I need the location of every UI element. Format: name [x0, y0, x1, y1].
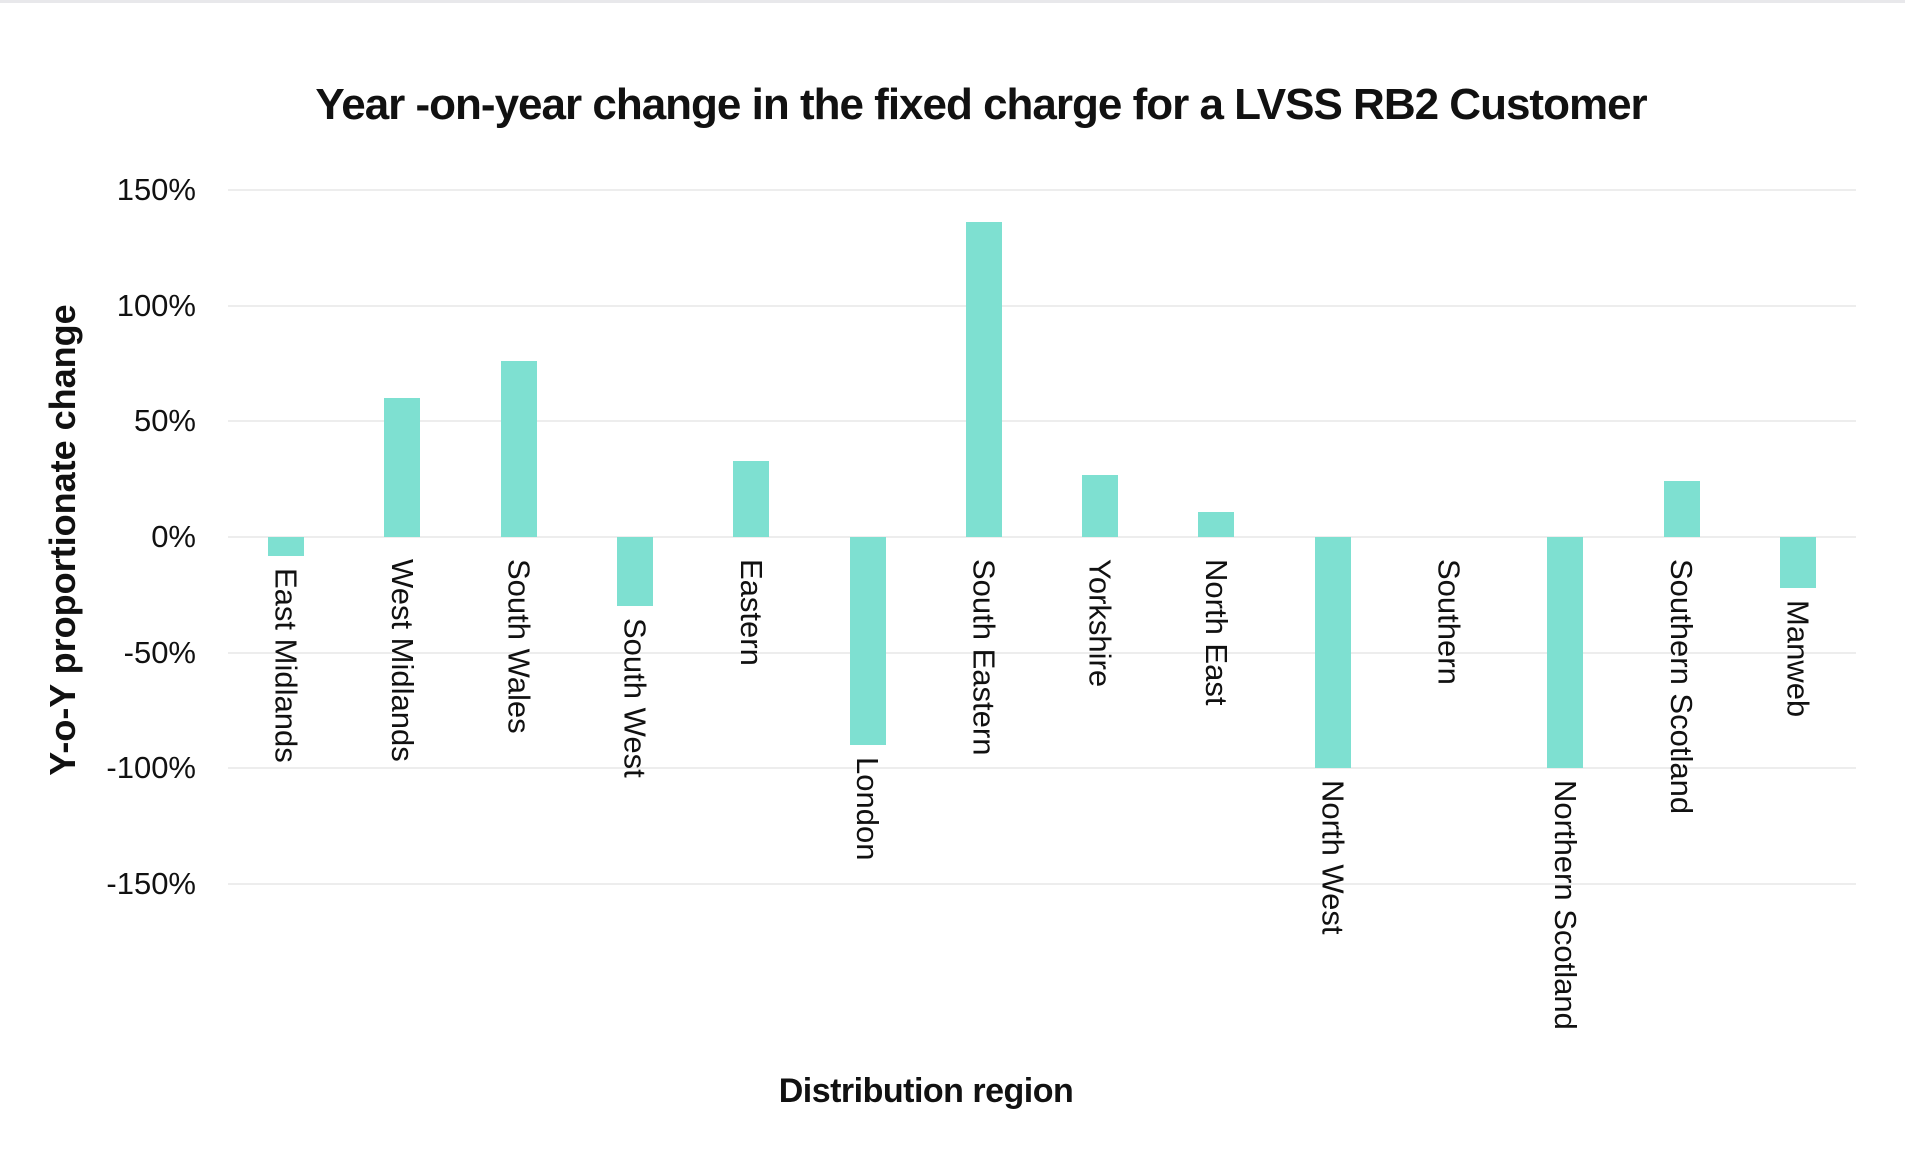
category-label-south-eastern: South Eastern	[966, 559, 1002, 756]
bar-west-midlands	[384, 398, 421, 537]
y-tick-label-50%: 50%	[133, 403, 196, 439]
category-label-eastern: Eastern	[733, 559, 769, 666]
category-label-north-east: North East	[1198, 559, 1234, 706]
bar-east-midlands	[268, 537, 305, 556]
y-tick-label-0%: 0%	[151, 519, 196, 554]
category-label-north-west: North West	[1315, 780, 1351, 935]
category-label-yorkshire: Yorkshire	[1082, 559, 1118, 688]
x-axis-title: Distribution region	[778, 1072, 1074, 1110]
gridline--150%	[228, 883, 1856, 886]
bar-eastern	[733, 460, 770, 537]
bar-south-eastern	[965, 222, 1002, 537]
bar-southern-scotland	[1663, 481, 1700, 537]
y-tick-label--100%: -100%	[106, 750, 196, 786]
bar-south-wales	[500, 361, 537, 537]
y-tick-label-150%: 150%	[116, 171, 196, 207]
bar-yorkshire	[1082, 474, 1119, 537]
gridline-100%	[228, 304, 1856, 307]
bar-south-west	[617, 537, 653, 607]
gridline--50%	[228, 651, 1856, 654]
bar-north-west	[1314, 537, 1351, 769]
y-tick-label--150%: -150%	[106, 866, 196, 902]
gridline--100%	[228, 767, 1856, 770]
category-label-east-midlands: East Midlands	[268, 567, 304, 763]
category-label-southern-scotland: Southern Scotland	[1664, 559, 1700, 815]
gridline-50%	[228, 420, 1856, 423]
category-label-west-midlands: West Midlands	[384, 559, 420, 762]
bar-manweb	[1779, 537, 1816, 588]
top-border-line	[0, 0, 1905, 3]
bar-northern-scotland	[1547, 537, 1584, 769]
chart-title: Year -on-year change in the fixed charge…	[315, 80, 1647, 129]
category-label-london: London	[850, 757, 886, 861]
category-label-northern-scotland: Northern Scotland	[1547, 780, 1583, 1031]
gridline-150%	[228, 188, 1856, 191]
category-label-south-wales: South Wales	[501, 559, 537, 734]
y-tick-label-100%: 100%	[116, 287, 196, 323]
category-label-southern: Southern	[1431, 559, 1467, 685]
bar-north-east	[1198, 511, 1235, 537]
category-label-south-west: South West	[617, 618, 653, 779]
gridline-0%	[228, 536, 1856, 538]
category-label-manweb: Manweb	[1780, 599, 1816, 718]
y-tick-label--50%: -50%	[123, 634, 196, 670]
bar-london	[849, 537, 886, 746]
